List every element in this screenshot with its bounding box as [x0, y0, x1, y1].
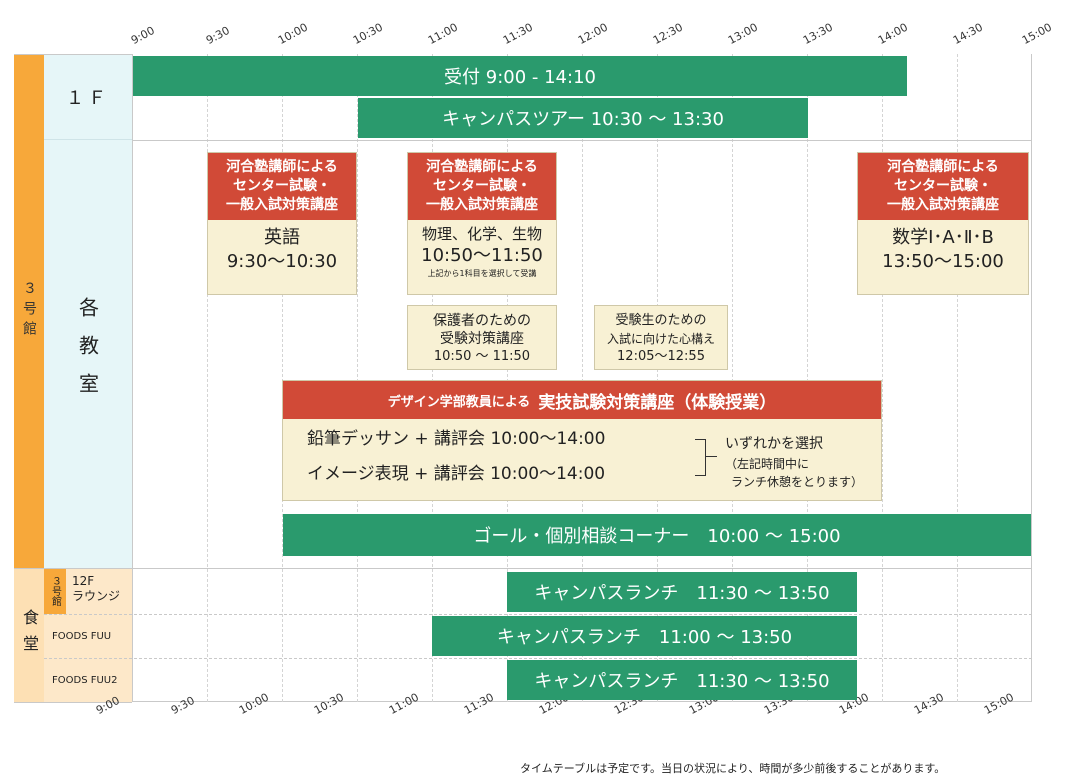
top-tick: 11:00	[425, 20, 460, 47]
foods2-cell: FOODS FUU2	[44, 658, 132, 702]
row-divider-bottom	[14, 702, 132, 703]
cafeteria-label-cell: 食堂	[14, 568, 44, 702]
english-time: 9:30〜10:30	[226, 251, 338, 272]
foods-fuu-lunch-bar: キャンパスランチ 11:00 〜 13:50	[432, 616, 857, 656]
student-lecture-card: 受験生のための 入試に向けた心構え 12:05〜12:55	[594, 305, 728, 370]
row-divider-foods2	[44, 658, 1032, 659]
student-line2: 入試に向けた心構え	[606, 332, 715, 346]
guardian-time: 10:50 〜 11:50	[433, 349, 531, 364]
science-note: 上記から1科目を選択して受講	[427, 269, 537, 278]
english-subject: 英語	[264, 227, 300, 248]
classrooms-label: 各教室	[75, 297, 100, 411]
science-lecture-heading: 河合塾講師による センター試験・ 一般入試対策講座	[408, 153, 556, 220]
top-tick: 9:30	[203, 23, 232, 47]
math-time: 13:50〜15:00	[882, 251, 1004, 272]
student-line1: 受験生のための	[615, 313, 707, 328]
top-tick: 14:00	[875, 20, 910, 47]
math-lecture-card: 河合塾講師による センター試験・ 一般入試対策講座 数学Ⅰ･A･Ⅱ･B 13:5…	[857, 152, 1029, 295]
row-divider-foods1	[44, 614, 1032, 615]
row-divider-top	[14, 54, 132, 55]
design-heading-small: デザイン学部教員による	[387, 394, 531, 410]
floor1-label: １Ｆ	[66, 87, 110, 109]
english-lecture-heading: 河合塾講師による センター試験・ 一般入試対策講座	[208, 153, 356, 220]
top-tick: 14:30	[950, 20, 985, 47]
top-tick: 10:00	[275, 20, 310, 47]
foods2-label: FOODS FUU2	[52, 674, 118, 686]
lounge-label: 12F ラウンジ	[72, 574, 121, 603]
lounge-cell: 12F ラウンジ	[66, 568, 132, 614]
design-choose: いずれかを選択	[725, 436, 823, 452]
design-note1: （左記時間中に	[725, 457, 810, 471]
floor1-label-cell: １Ｆ	[44, 54, 132, 140]
guardian-line1: 保護者のための	[433, 313, 531, 329]
science-subject: 物理、化学、生物	[421, 225, 542, 243]
top-tick: 13:30	[800, 20, 835, 47]
guardian-lecture-card: 保護者のための 受験対策講座 10:50 〜 11:50	[407, 305, 557, 370]
footer-note: タイムテーブルは予定です。当日の状況により、時間が多少前後することがあります。	[520, 762, 946, 775]
science-lecture-card: 河合塾講師による センター試験・ 一般入試対策講座 物理、化学、生物 10:50…	[407, 152, 557, 295]
student-time: 12:05〜12:55	[617, 349, 705, 364]
design-heading-big: 実技試験対策講座（体験授業）	[538, 392, 777, 413]
design-workshop-card: デザイン学部教員による 実技試験対策講座（体験授業） 鉛筆デッサン + 講評会 …	[282, 380, 882, 501]
math-lecture-heading: 河合塾講師による センター試験・ 一般入試対策講座	[858, 153, 1028, 220]
top-tick: 15:00	[1019, 20, 1054, 47]
lounge-lunch-bar: キャンパスランチ 11:30 〜 13:50	[507, 572, 857, 612]
design-note2: ランチ休憩をとります）	[731, 475, 864, 489]
goal-consultation-bar: ゴール・個別相談コーナー 10:00 〜 15:00	[283, 514, 1031, 556]
building3-small-cell: ３号館	[44, 568, 66, 614]
design-row2: イメージ表現 + 講評会 10:00〜14:00	[307, 464, 606, 484]
math-subject: 数学Ⅰ･A･Ⅱ･B	[892, 227, 994, 248]
building3-label-cell: ３号館	[14, 54, 44, 568]
design-row1: 鉛筆デッサン + 講評会 10:00〜14:00	[307, 429, 606, 449]
building3-small-label: ３号館	[49, 576, 61, 606]
reception-bar: 受付 9:00 - 14:10	[133, 56, 907, 96]
cafeteria-label: 食堂	[20, 609, 39, 661]
campus-tour-bar: キャンパスツアー 10:30 〜 13:30	[358, 98, 808, 138]
science-time: 10:50〜11:50	[421, 245, 543, 266]
top-tick: 12:30	[650, 20, 685, 47]
row-divider-1f	[132, 140, 1032, 141]
top-tick: 11:30	[500, 20, 535, 47]
top-tick: 13:00	[725, 20, 760, 47]
foods-fuu2-lunch-bar: キャンパスランチ 11:30 〜 13:50	[507, 660, 857, 700]
row-divider-cafeteria	[14, 568, 1032, 569]
building3-label: ３号館	[21, 281, 37, 341]
foods1-label: FOODS FUU	[52, 630, 112, 642]
english-lecture-card: 河合塾講師による センター試験・ 一般入試対策講座 英語 9:30〜10:30	[207, 152, 357, 295]
top-tick: 12:00	[575, 20, 610, 47]
design-heading: デザイン学部教員による 実技試験対策講座（体験授業）	[283, 381, 881, 419]
guardian-line2: 受験対策講座	[440, 331, 524, 347]
top-tick: 9:00	[128, 23, 157, 47]
bracket-stem	[705, 456, 717, 457]
bracket-connector	[695, 439, 706, 476]
classrooms-label-cell: 各教室	[44, 140, 132, 568]
top-tick: 10:30	[350, 20, 385, 47]
foods1-cell: FOODS FUU	[44, 614, 132, 658]
